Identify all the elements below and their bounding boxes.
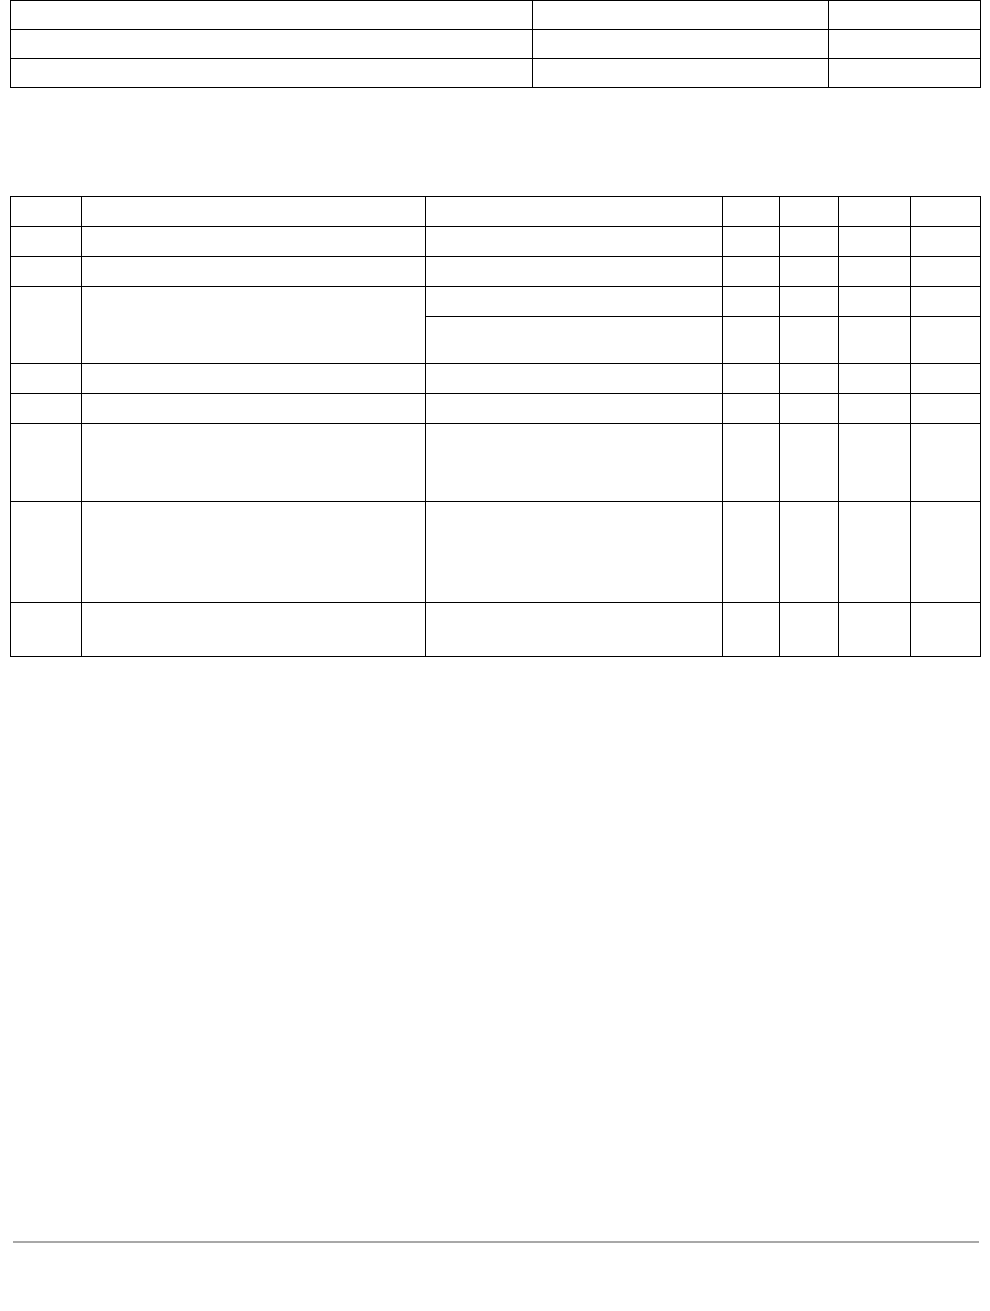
- table-cell: [11, 30, 533, 59]
- table-row: [11, 287, 981, 317]
- table-cell: [426, 394, 723, 424]
- table-cell: [911, 287, 981, 317]
- table-cell: [723, 502, 780, 603]
- table-cell: [911, 364, 981, 394]
- footer-hairline: [13, 1241, 979, 1243]
- table-cell: [780, 317, 839, 364]
- table-cell: [11, 1, 533, 30]
- table-cell: [839, 257, 911, 287]
- table-row: [11, 30, 981, 59]
- table-row: [11, 1, 981, 30]
- table-cell: [839, 502, 911, 603]
- table-row: [11, 364, 981, 394]
- table-cell: [780, 394, 839, 424]
- table-row: [11, 424, 981, 502]
- table-cell: [780, 257, 839, 287]
- table-cell: [780, 424, 839, 502]
- table-cell: [426, 257, 723, 287]
- table-cell: [723, 394, 780, 424]
- table-cell: [911, 257, 981, 287]
- table-cell: [829, 1, 981, 30]
- table-main: [10, 196, 981, 657]
- table-cell: [723, 227, 780, 257]
- table-cell: [780, 197, 839, 227]
- table-cell: [11, 364, 82, 394]
- table-cell: [839, 197, 911, 227]
- table-cell: [839, 364, 911, 394]
- table-cell: [11, 197, 82, 227]
- table-cell: [426, 424, 723, 502]
- table-cell: [911, 317, 981, 364]
- table-cell: [723, 197, 780, 227]
- table-cell: [11, 287, 82, 364]
- table-cell: [82, 227, 426, 257]
- table-cell: [839, 287, 911, 317]
- table-cell: [82, 394, 426, 424]
- table-cell: [839, 424, 911, 502]
- table-cell: [11, 59, 533, 88]
- table-cell: [839, 394, 911, 424]
- table-top: [10, 0, 981, 88]
- table-cell: [11, 394, 82, 424]
- table-cell: [723, 287, 780, 317]
- table-cell: [723, 364, 780, 394]
- table-cell: [911, 502, 981, 603]
- table-cell: [82, 502, 426, 603]
- table-cell: [82, 257, 426, 287]
- table-cell: [780, 603, 839, 657]
- table-cell: [533, 59, 829, 88]
- table-cell: [426, 502, 723, 603]
- table-cell: [11, 502, 82, 603]
- table-cell: [426, 197, 723, 227]
- table-cell: [426, 364, 723, 394]
- table-cell: [11, 257, 82, 287]
- table-cell: [11, 603, 82, 657]
- table-cell: [723, 257, 780, 287]
- table-cell: [911, 603, 981, 657]
- table-row: [11, 502, 981, 603]
- table-cell: [780, 227, 839, 257]
- table-row: [11, 59, 981, 88]
- table-cell: [82, 364, 426, 394]
- table-cell: [82, 603, 426, 657]
- table-cell: [829, 59, 981, 88]
- table-cell: [829, 30, 981, 59]
- table-cell: [780, 502, 839, 603]
- table-cell: [82, 197, 426, 227]
- table-row: [11, 257, 981, 287]
- table-row: [11, 197, 981, 227]
- table-cell: [533, 30, 829, 59]
- table-cell: [82, 424, 426, 502]
- table-cell: [839, 603, 911, 657]
- table-cell: [11, 424, 82, 502]
- table-cell: [911, 424, 981, 502]
- table-cell: [11, 227, 82, 257]
- table-cell: [723, 317, 780, 364]
- table-cell: [426, 287, 723, 317]
- table-cell: [723, 603, 780, 657]
- table-row: [11, 603, 981, 657]
- table-cell: [426, 317, 723, 364]
- table-cell: [911, 227, 981, 257]
- table-cell: [839, 227, 911, 257]
- table-cell: [780, 364, 839, 394]
- table-row: [11, 394, 981, 424]
- table-cell: [780, 287, 839, 317]
- table-cell: [426, 603, 723, 657]
- table-cell: [839, 317, 911, 364]
- table-cell: [82, 287, 426, 364]
- table-row: [11, 227, 981, 257]
- table-cell: [911, 394, 981, 424]
- table-cell: [911, 197, 981, 227]
- table-cell: [426, 227, 723, 257]
- table-cell: [723, 424, 780, 502]
- table-cell: [533, 1, 829, 30]
